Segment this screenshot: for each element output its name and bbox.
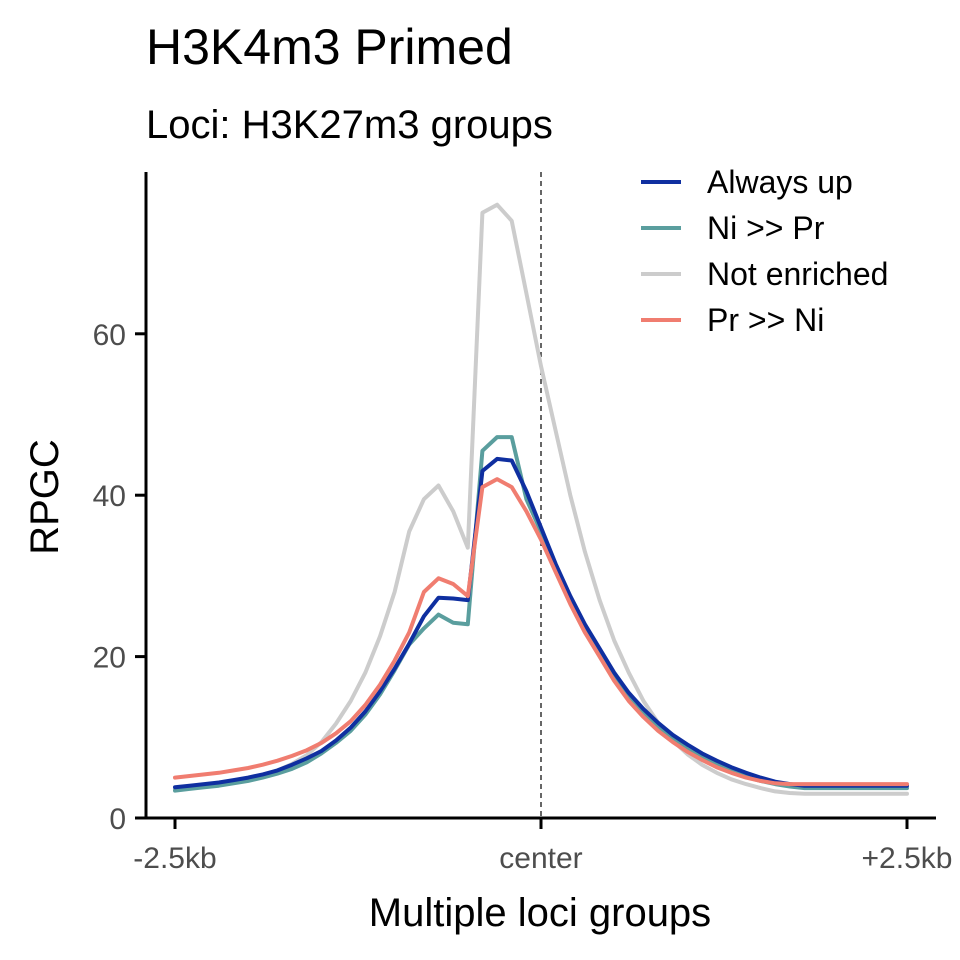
x-tick-label: -2.5kb bbox=[133, 842, 216, 875]
legend-item: Pr >> Ni bbox=[641, 302, 824, 338]
axes: 0 20 40 60 -2.5kb center +2.5kb bbox=[93, 172, 952, 875]
legend-label: Ni >> Pr bbox=[707, 210, 825, 246]
y-tick-label: 0 bbox=[109, 803, 126, 836]
series-group bbox=[173, 202, 909, 796]
chart-subtitle: Loci: H3K27m3 groups bbox=[146, 103, 553, 147]
legend-label: Always up bbox=[707, 164, 853, 200]
chart-title: H3K4m3 Primed bbox=[146, 19, 513, 75]
x-tick-label: +2.5kb bbox=[862, 842, 953, 875]
legend-item: Ni >> Pr bbox=[641, 210, 825, 246]
legend-label: Pr >> Ni bbox=[707, 302, 824, 338]
x-tick-label: center bbox=[499, 842, 582, 875]
y-ticks: 0 20 40 60 bbox=[93, 319, 146, 836]
legend: Always up Ni >> Pr Not enriched Pr >> Ni bbox=[641, 164, 888, 338]
x-ticks: -2.5kb center +2.5kb bbox=[133, 818, 952, 875]
x-axis-title: Multiple loci groups bbox=[369, 891, 711, 935]
legend-item: Always up bbox=[641, 164, 853, 200]
legend-item: Not enriched bbox=[641, 256, 888, 292]
legend-label: Not enriched bbox=[707, 256, 888, 292]
y-tick-label: 60 bbox=[93, 319, 126, 352]
series-line-pr-ni bbox=[173, 477, 909, 787]
y-tick-label: 20 bbox=[93, 642, 126, 675]
plot-area bbox=[173, 172, 909, 818]
y-tick-label: 40 bbox=[93, 480, 126, 513]
y-axis-title: RPGC bbox=[23, 439, 67, 555]
